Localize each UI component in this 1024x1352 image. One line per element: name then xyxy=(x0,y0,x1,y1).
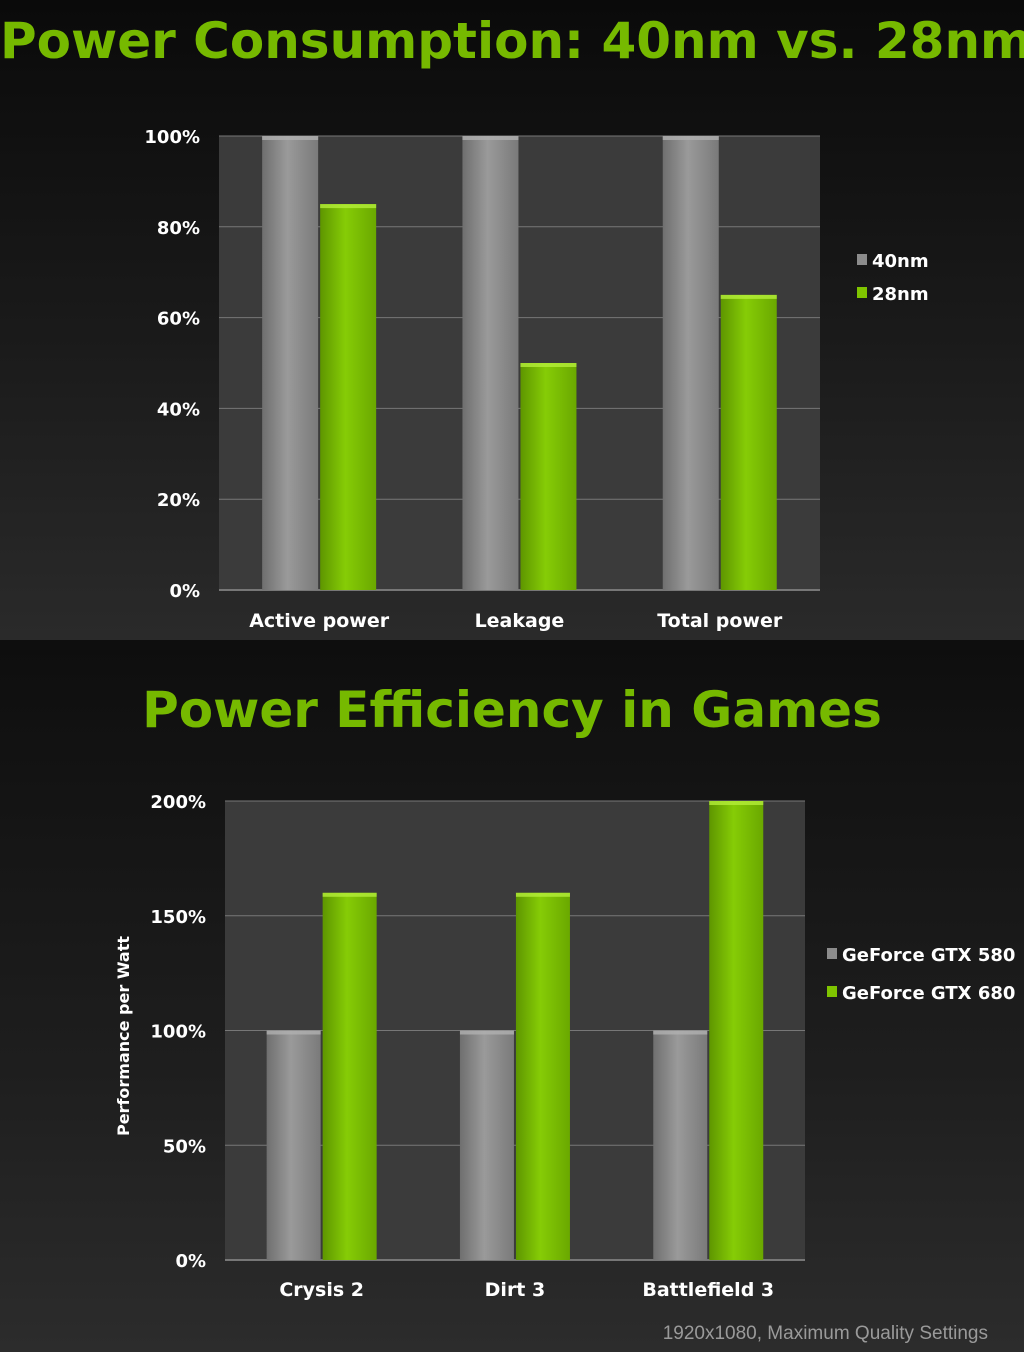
y-tick-label: 60% xyxy=(157,309,200,330)
y-axis-label: Performance per Watt xyxy=(114,936,133,1136)
y-tick-label: 0% xyxy=(175,1251,206,1272)
bar-highlight xyxy=(520,363,577,367)
bar-highlight xyxy=(266,1030,321,1035)
bar xyxy=(515,892,570,1260)
plot-area xyxy=(219,136,820,590)
chart-title-power-efficiency: Power Efficiency in Games xyxy=(142,681,882,739)
legend-swatch xyxy=(857,287,867,298)
x-category-label: Dirt 3 xyxy=(485,1279,546,1301)
legend-swatch xyxy=(827,986,837,997)
bar-highlight xyxy=(662,136,719,140)
bar xyxy=(662,136,719,590)
bar xyxy=(653,1030,708,1260)
bar-highlight xyxy=(320,204,377,209)
y-tick-label: 100% xyxy=(150,1022,206,1043)
y-tick-label: 150% xyxy=(150,907,206,928)
x-category-label: Leakage xyxy=(475,610,565,632)
bar-highlight xyxy=(459,1030,514,1035)
y-tick-label: 0% xyxy=(169,581,200,602)
y-tick-label: 100% xyxy=(144,127,200,148)
bar-highlight xyxy=(709,801,764,805)
y-tick-label: 40% xyxy=(157,399,200,420)
bar xyxy=(320,204,377,590)
legend-label: 40nm xyxy=(872,251,929,272)
bar-highlight xyxy=(262,136,319,140)
bar xyxy=(322,892,377,1260)
bar xyxy=(462,136,519,590)
legend-label: 28nm xyxy=(872,284,929,305)
legend-label: GeForce GTX 580 xyxy=(842,945,1015,966)
legend-label: GeForce GTX 680 xyxy=(842,983,1015,1004)
bar xyxy=(262,136,319,590)
bar xyxy=(709,801,764,1260)
bar-highlight xyxy=(462,136,519,140)
bar xyxy=(459,1030,514,1260)
y-tick-label: 200% xyxy=(150,792,206,813)
x-category-label: Crysis 2 xyxy=(279,1279,364,1301)
chart-title-power-consumption: Power Consumption: 40nm vs. 28nm xyxy=(0,12,1024,70)
bar-highlight xyxy=(322,892,377,897)
legend-swatch xyxy=(827,948,837,959)
bar-highlight xyxy=(515,892,570,897)
y-tick-label: 20% xyxy=(157,490,200,511)
x-category-label: Battlefield 3 xyxy=(642,1279,774,1301)
y-tick-label: 80% xyxy=(157,218,200,239)
y-tick-label: 50% xyxy=(163,1136,206,1157)
bar xyxy=(720,294,777,590)
footnote: 1920x1080, Maximum Quality Settings xyxy=(662,1323,988,1344)
bar xyxy=(520,363,577,590)
legend-swatch xyxy=(857,254,867,265)
bar-highlight xyxy=(720,294,777,299)
x-category-label: Active power xyxy=(249,610,390,632)
bar xyxy=(266,1030,321,1260)
bar-highlight xyxy=(653,1030,708,1035)
x-category-label: Total power xyxy=(657,610,783,632)
